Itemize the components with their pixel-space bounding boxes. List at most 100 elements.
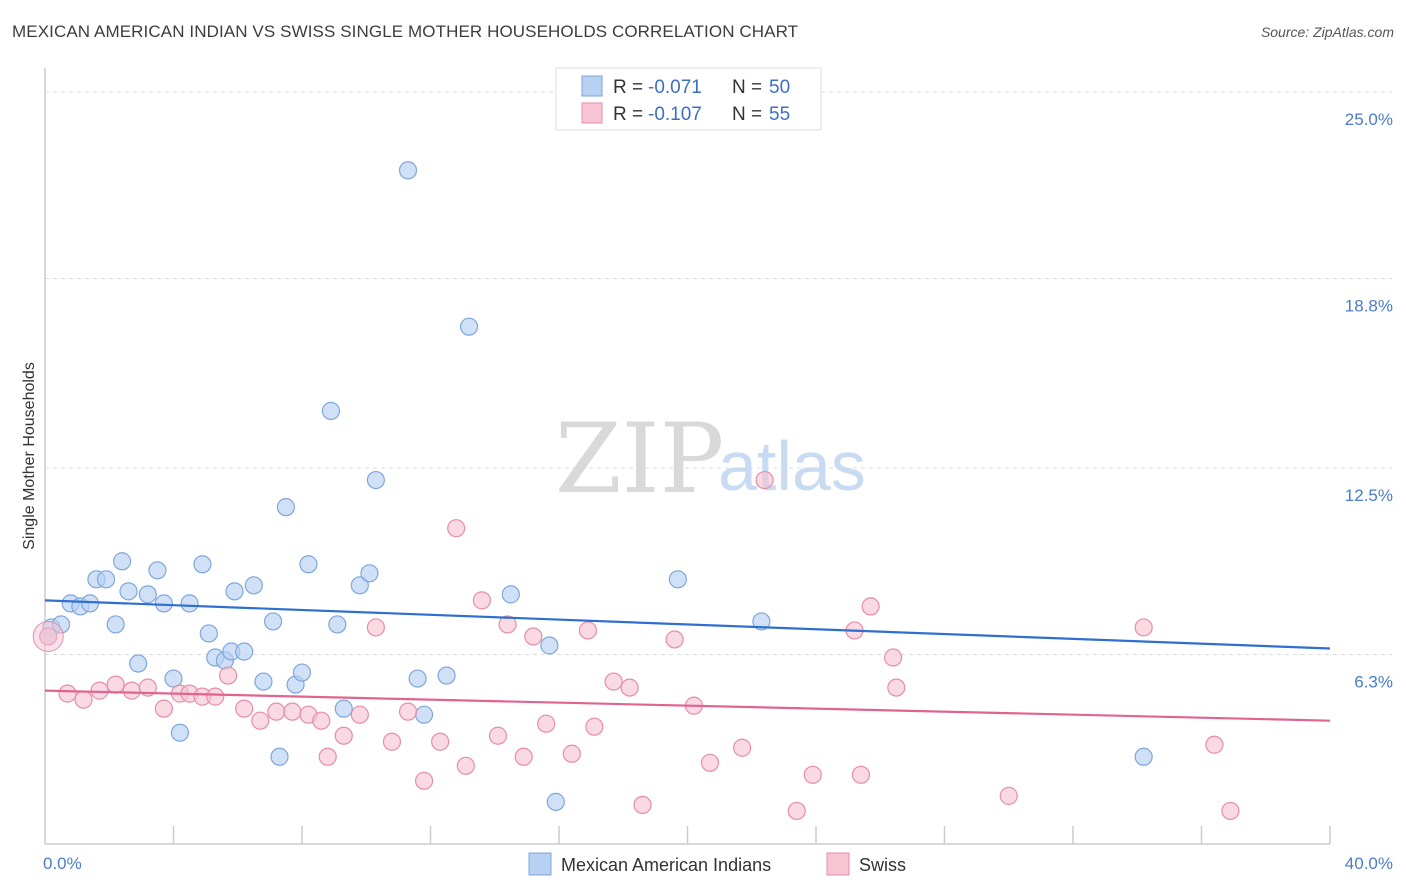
legend-n-label-1: N = [732, 77, 762, 98]
pink-point-49 [851, 765, 871, 784]
trend-line-pink [44, 689, 1331, 722]
blue-point-12 [148, 561, 167, 580]
legend-n-value-2: 55 [769, 104, 790, 125]
chart-source: Source: ZipAtlas.com [1260, 24, 1394, 40]
pink-point-23 [382, 732, 402, 751]
watermark: ZIP atlas [555, 403, 866, 515]
pink-point-37 [585, 717, 604, 736]
y-tick-labels: 6.3% 12.5% 18.8% 25.0% [1345, 110, 1393, 691]
pink-point-7 [154, 699, 173, 718]
pink-point-2 [74, 690, 93, 709]
blue-point-41 [437, 666, 456, 685]
pink-point-16 [283, 702, 302, 721]
legend-item-pink-swatch [826, 852, 850, 876]
blue-point-16 [180, 594, 199, 613]
blue-point-6 [96, 570, 116, 589]
blue-point-39 [408, 669, 427, 688]
series-mexican-american-indians [39, 161, 1153, 811]
blue-point-26 [263, 612, 283, 631]
blue-point-17 [193, 555, 212, 574]
pink-point-11 [206, 687, 225, 706]
pink-point-1 [58, 684, 77, 703]
blue-point-40 [414, 705, 434, 724]
blue-point-48 [1134, 747, 1153, 766]
pink-point-44 [733, 738, 752, 757]
blue-point-24 [244, 576, 263, 595]
pink-point-32 [514, 747, 533, 766]
pink-point-27 [447, 519, 466, 538]
pink-point-54 [1134, 618, 1153, 637]
pink-point-28 [456, 756, 475, 775]
pink-point-45 [755, 470, 774, 490]
blue-point-30 [292, 663, 312, 682]
pink-point-3 [90, 681, 109, 700]
legend-r-value-1: -0.071 [648, 77, 702, 98]
pink-point-24 [398, 702, 418, 721]
pink-point-4 [106, 675, 125, 694]
legend-r-label-2: R = [613, 104, 643, 125]
blue-point-36 [360, 564, 379, 583]
legend-r-value-2: -0.107 [648, 104, 702, 125]
pink-point-46 [787, 801, 806, 821]
blue-point-8 [112, 552, 132, 571]
blue-point-28 [276, 498, 296, 517]
correlation-legend: R = -0.071 N = 50 R = -0.107 N = 55 [555, 67, 822, 131]
x-tick-label-max: 40.0% [1345, 854, 1393, 873]
pink-point-52 [887, 678, 906, 697]
pink-point-55 [1205, 735, 1224, 754]
pink-point-large [32, 620, 64, 652]
blue-point-31 [299, 555, 318, 574]
legend-swatch-pink [581, 102, 603, 124]
pink-point-51 [883, 648, 903, 667]
pink-point-12 [219, 666, 238, 685]
blue-point-37 [366, 470, 385, 490]
legend-item-pink-label: Swiss [859, 855, 906, 875]
blue-point-10 [129, 654, 148, 673]
series-legend: Mexican American Indians Swiss [528, 852, 906, 876]
blue-point-7 [106, 615, 125, 634]
x-ticks [172, 826, 1331, 844]
legend-swatch-blue [581, 75, 603, 97]
blue-point-38 [398, 161, 418, 180]
pink-point-53 [999, 786, 1018, 805]
blue-point-34 [334, 699, 353, 718]
pink-point-31 [498, 615, 517, 634]
pink-point-36 [578, 621, 598, 640]
pink-point-30 [488, 726, 508, 745]
blue-point-25 [254, 672, 273, 691]
legend-n-label-2: N = [732, 104, 762, 125]
legend-item-blue-label: Mexican American Indians [561, 855, 771, 875]
pink-point-19 [318, 747, 337, 766]
trend-lines [44, 599, 1331, 722]
blue-point-45 [540, 636, 559, 655]
pink-point-14 [251, 711, 270, 730]
blue-point-35 [350, 576, 369, 595]
blue-point-18 [199, 624, 218, 643]
pink-point-39 [620, 678, 639, 697]
pink-point-22 [366, 618, 385, 637]
blue-point-15 [170, 723, 190, 742]
legend-r-label-1: R = [613, 77, 643, 98]
pink-point-40 [633, 795, 652, 814]
pink-point-38 [604, 672, 623, 691]
pink-point-15 [267, 702, 286, 721]
chart-title: MEXICAN AMERICAN INDIAN VS SWISS SINGLE … [12, 22, 799, 41]
pink-point-26 [431, 732, 450, 751]
pink-point-47 [803, 765, 822, 784]
blue-point-43 [501, 585, 520, 604]
blue-point-44 [546, 792, 565, 811]
pink-point-34 [537, 714, 556, 733]
blue-point-13 [154, 594, 173, 613]
y-tick-label-0: 6.3% [1354, 673, 1393, 692]
pink-point-21 [350, 705, 369, 724]
pink-point-56 [1221, 801, 1240, 821]
trend-line-blue [44, 599, 1331, 650]
y-tick-label-1: 12.5% [1345, 486, 1393, 505]
blue-point-33 [328, 615, 347, 634]
blue-point-23 [235, 642, 254, 661]
pink-point-50 [861, 597, 880, 616]
legend-item-blue-swatch [528, 852, 552, 876]
y-axis-title: Single Mother Households [21, 362, 38, 550]
pink-point-25 [414, 771, 434, 790]
